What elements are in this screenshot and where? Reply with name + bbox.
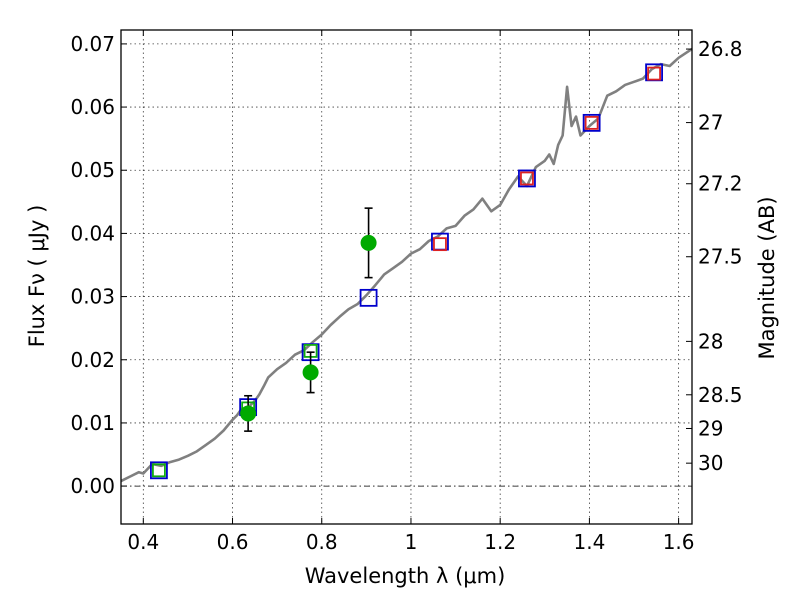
observed-point: [240, 405, 257, 422]
model-point-square: [647, 66, 661, 81]
y-tick-label: 0.07: [70, 32, 115, 56]
y-tick-label: 0.02: [70, 348, 115, 372]
mag-tick-label: 26.8: [698, 37, 743, 61]
x-tick-label: 1.6: [663, 530, 695, 554]
mag-tick-label: 27: [698, 111, 723, 135]
x-axis-title: Wavelength λ (μm): [305, 564, 506, 588]
x-tick-label: 1: [405, 530, 418, 554]
mag-tick-label: 29: [698, 416, 723, 440]
y-axis-title: Flux Fν ( μJy ): [25, 205, 49, 348]
x-tick-label: 0.8: [306, 530, 338, 554]
y-tick-label: 0.01: [70, 411, 115, 435]
plot-frame: [120, 29, 693, 525]
y-tick-label: 0.03: [70, 285, 115, 309]
model-point-square: [520, 171, 534, 186]
y-tick-label: 0.00: [70, 474, 115, 498]
model-point-square: [584, 115, 599, 130]
observed-point: [302, 364, 319, 381]
model-point-square: [152, 463, 166, 478]
model-point-square: [433, 237, 447, 252]
right-axis-title: Magnitude (AB): [755, 196, 779, 359]
markers: [150, 63, 663, 480]
ticks: [121, 30, 692, 524]
model-photometry-square: [582, 113, 601, 132]
model-photometry-square: [518, 169, 536, 188]
y-tick-label: 0.04: [70, 221, 115, 245]
mag-tick-label: 30: [698, 451, 723, 475]
x-tick-label: 0.4: [127, 530, 159, 554]
model-photometry-square: [359, 288, 378, 307]
tick-labels: 0.4 0.6 0.8 1 1.2 1.4 1.6 0.00 0.01 0.02 0.03 0.04 0…: [70, 32, 742, 554]
mag-tick-label: 27.5: [698, 245, 743, 269]
x-tick-label: 1.4: [573, 530, 605, 554]
model-spectrum-line: [120, 47, 693, 483]
y-tick-label: 0.06: [70, 95, 115, 119]
model-photometry-square: [150, 461, 168, 480]
mag-tick-label: 28: [698, 329, 723, 353]
x-tick-label: 0.6: [217, 530, 249, 554]
x-tick-label: 1.2: [484, 530, 516, 554]
observed-point: [360, 234, 377, 251]
mag-tick-label: 27.2: [698, 172, 743, 196]
y-tick-label: 0.05: [70, 158, 115, 182]
mag-tick-label: 28.5: [698, 383, 743, 407]
